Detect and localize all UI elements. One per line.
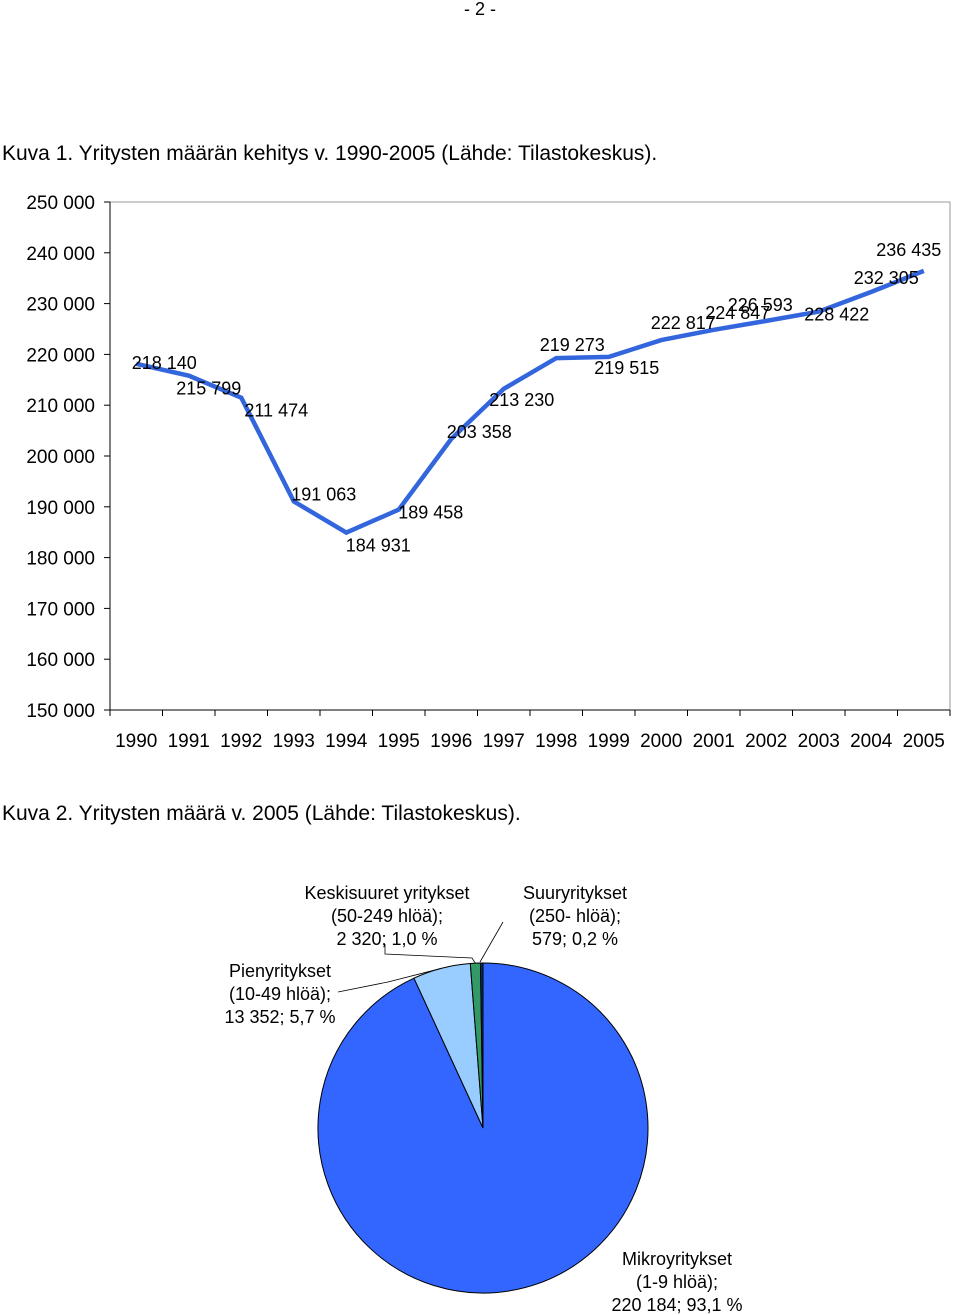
data-label: 191 063	[291, 484, 356, 504]
x-tick-label: 1999	[588, 731, 630, 752]
x-tick-label: 1995	[378, 731, 420, 752]
pie-slice	[479, 962, 484, 1129]
y-tick-label: 180 000	[26, 549, 95, 570]
slice-label: 2 320; 1,0 %	[336, 929, 437, 949]
x-tick-label: 1994	[325, 731, 368, 752]
data-label: 219 515	[594, 358, 659, 378]
y-tick-label: 190 000	[26, 498, 95, 519]
data-label: 228 422	[804, 305, 869, 325]
figure-2-caption: Kuva 2. Yritysten määrä v. 2005 (Lähde: …	[2, 802, 521, 825]
line-chart-x-tick-labels: 1990 1991 1992 1993 1994 1995 1996 1997 1998 1999…	[115, 731, 945, 752]
x-tick-label: 1990	[115, 731, 157, 752]
slice-label: (250- hlöä);	[529, 906, 621, 926]
data-label: 213 230	[489, 390, 554, 410]
slice-label: Mikroyritykset	[622, 1249, 732, 1269]
leader-line	[384, 944, 476, 964]
x-tick-label: 1998	[535, 731, 577, 752]
line-chart: 150 000 160 000 170 000 180 000 190 000 200 0…	[26, 193, 951, 752]
data-label: 211 474	[244, 401, 308, 421]
pie-chart-labels: Mikroyritykset (1-9 hlöä); 220 184; 93,1 %…	[224, 883, 742, 1315]
x-tick-label: 2000	[640, 731, 682, 752]
x-tick-label: 2005	[903, 731, 945, 752]
slice-label: 220 184; 93,1 %	[611, 1295, 742, 1315]
y-tick-label: 250 000	[26, 193, 95, 214]
y-tick-label: 150 000	[26, 701, 95, 722]
x-tick-label: 2002	[745, 731, 787, 752]
pie-chart-leader-lines	[337, 921, 504, 993]
slice-label: 13 352; 5,7 %	[224, 1007, 335, 1027]
data-label: 203 358	[447, 422, 512, 442]
slice-label: Keskisuuret yritykset	[304, 883, 469, 903]
x-tick-label: 1991	[168, 731, 210, 752]
data-label: 215 799	[176, 379, 241, 399]
page-number: - 2 -	[463, 0, 496, 19]
y-tick-label: 200 000	[26, 447, 95, 468]
y-tick-label: 160 000	[26, 650, 95, 671]
slice-label: Suuryritykset	[523, 883, 627, 903]
data-label: 226 593	[728, 295, 793, 315]
data-label: 189 458	[398, 503, 463, 523]
figure-1-caption: Kuva 1. Yritysten määrän kehitys v. 1990…	[2, 142, 658, 165]
pie-chart: Mikroyritykset (1-9 hlöä); 220 184; 93,1 %…	[224, 883, 742, 1315]
data-label: 236 435	[876, 240, 941, 260]
x-tick-label: 1993	[273, 731, 315, 752]
slice-label: Pienyritykset	[229, 961, 331, 981]
data-label: 232 305	[854, 268, 919, 288]
y-tick-label: 240 000	[26, 244, 95, 265]
line-chart-y-tick-labels: 150 000 160 000 170 000 180 000 190 000 200 0…	[26, 193, 95, 722]
slice-label: 579; 0,2 %	[532, 929, 618, 949]
y-tick-label: 170 000	[26, 599, 95, 620]
y-tick-label: 220 000	[26, 345, 95, 366]
plot-area-border	[109, 201, 951, 711]
data-label: 218 140	[132, 353, 197, 373]
x-tick-label: 2001	[693, 731, 735, 752]
slice-label: (10-49 hlöä);	[229, 984, 331, 1004]
series-line	[135, 268, 925, 536]
y-tick-label: 230 000	[26, 295, 95, 316]
data-label: 184 931	[346, 536, 411, 556]
data-label: 222 817	[651, 313, 716, 333]
x-tick-label: 1997	[483, 731, 525, 752]
slice-label: (1-9 hlöä);	[636, 1272, 718, 1292]
y-tick-label: 210 000	[26, 396, 95, 417]
leader-line	[479, 921, 504, 963]
data-label: 224 847	[705, 303, 770, 323]
line-chart-axes	[104, 201, 951, 716]
x-tick-label: 2004	[850, 731, 893, 752]
data-label: 219 273	[540, 335, 605, 355]
pie-chart-slices	[317, 962, 649, 1294]
x-tick-label: 1992	[220, 731, 262, 752]
x-tick-label: 1996	[430, 731, 472, 752]
leader-line	[337, 967, 442, 993]
slice-label: (50-249 hlöä);	[331, 906, 443, 926]
x-tick-label: 2003	[798, 731, 840, 752]
line-chart-series	[135, 268, 925, 536]
